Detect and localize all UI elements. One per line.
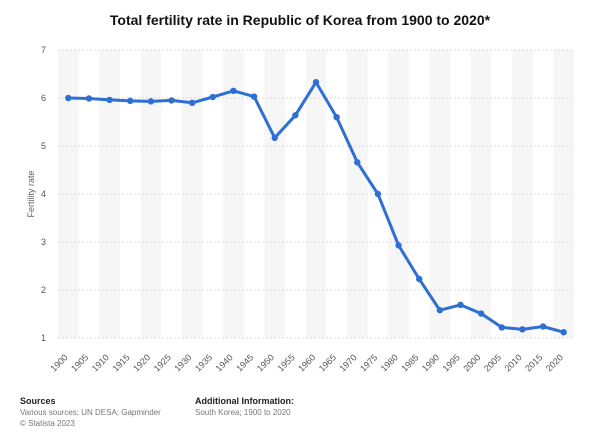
- data-point[interactable]: [127, 97, 134, 105]
- y-axis-ticks: 1 2 3 4 5 6 7: [41, 45, 46, 343]
- x-tick-label: 1975: [358, 352, 379, 373]
- data-point[interactable]: [147, 98, 155, 105]
- footer-additional-info: Additional Information: South Korea; 190…: [195, 396, 294, 418]
- column-band: [346, 50, 368, 338]
- x-axis-ticks: 1900 1905 1910 1915 1920 1925 1930 1935 1940 1945…: [48, 352, 565, 373]
- data-point[interactable]: [188, 99, 196, 107]
- column-band: [470, 50, 492, 338]
- sources-heading: Sources: [20, 396, 56, 406]
- data-point[interactable]: [498, 324, 505, 331]
- x-tick-label: 2020: [544, 352, 565, 373]
- x-tick-label: 1905: [69, 352, 90, 373]
- data-point[interactable]: [168, 97, 175, 104]
- column-band: [99, 50, 120, 338]
- x-tick-label: 1915: [110, 352, 131, 373]
- x-tick-label: 1995: [441, 352, 462, 373]
- y-tick-label: 5: [41, 141, 46, 151]
- sources-text: Various sources; UN DESA; Gapminder: [20, 408, 161, 417]
- data-point[interactable]: [333, 114, 340, 121]
- data-point[interactable]: [271, 134, 278, 142]
- x-tick-label: 1900: [48, 352, 69, 373]
- x-tick-label: 1930: [172, 352, 193, 373]
- info-text: South Korea; 1900 to 2020: [195, 408, 291, 417]
- data-point[interactable]: [65, 94, 72, 102]
- footer-sources: Sources Various sources; UN DESA; Gapmin…: [20, 396, 161, 429]
- data-point[interactable]: [436, 306, 444, 314]
- x-tick-label: 1950: [255, 352, 276, 373]
- data-point[interactable]: [230, 87, 237, 95]
- data-point[interactable]: [374, 190, 382, 198]
- x-tick-label: 2005: [482, 352, 503, 373]
- data-point[interactable]: [539, 323, 547, 330]
- gridlines: [58, 49, 574, 339]
- y-tick-label: 7: [41, 45, 46, 55]
- x-tick-label: 1940: [214, 352, 235, 373]
- data-point[interactable]: [209, 93, 216, 101]
- x-tick-label: 2015: [523, 352, 544, 373]
- x-tick-label: 2010: [503, 352, 524, 373]
- info-heading: Additional Information:: [195, 396, 294, 406]
- y-tick-label: 4: [41, 189, 46, 199]
- x-tick-label: 1960: [296, 352, 317, 373]
- data-point[interactable]: [560, 329, 567, 336]
- x-tick-label: 1990: [420, 352, 441, 373]
- data-point[interactable]: [519, 326, 526, 333]
- data-point[interactable]: [354, 159, 361, 166]
- data-points: [65, 78, 567, 336]
- y-tick-label: 1: [41, 333, 46, 343]
- x-tick-label: 1920: [131, 352, 152, 373]
- y-tick-label: 2: [41, 285, 46, 295]
- column-band: [58, 50, 79, 338]
- x-tick-label: 1970: [337, 352, 358, 373]
- x-tick-label: 1925: [152, 352, 173, 373]
- data-point[interactable]: [395, 242, 402, 249]
- x-tick-label: 1955: [276, 352, 297, 373]
- y-axis-label: Fertility rate: [26, 170, 36, 217]
- x-tick-label: 1965: [317, 352, 338, 373]
- chart-title: Total fertility rate in Republic of Kore…: [109, 12, 491, 28]
- data-point[interactable]: [477, 310, 485, 317]
- data-point[interactable]: [292, 112, 299, 119]
- data-point[interactable]: [457, 301, 464, 309]
- data-point[interactable]: [106, 96, 113, 104]
- y-tick-label: 6: [41, 93, 46, 103]
- x-tick-label: 1935: [193, 352, 214, 373]
- copyright-text: © Statista 2023: [20, 419, 75, 428]
- x-tick-label: 1910: [90, 352, 111, 373]
- y-tick-label: 3: [41, 237, 46, 247]
- data-point[interactable]: [312, 78, 320, 86]
- column-band: [181, 50, 203, 338]
- data-point[interactable]: [250, 93, 258, 100]
- x-tick-label: 1945: [234, 352, 255, 373]
- x-tick-label: 1985: [399, 352, 420, 373]
- x-tick-label: 2000: [461, 352, 482, 373]
- column-band: [223, 50, 244, 338]
- data-point[interactable]: [85, 95, 93, 102]
- x-tick-label: 1980: [379, 352, 400, 373]
- data-point[interactable]: [416, 275, 423, 283]
